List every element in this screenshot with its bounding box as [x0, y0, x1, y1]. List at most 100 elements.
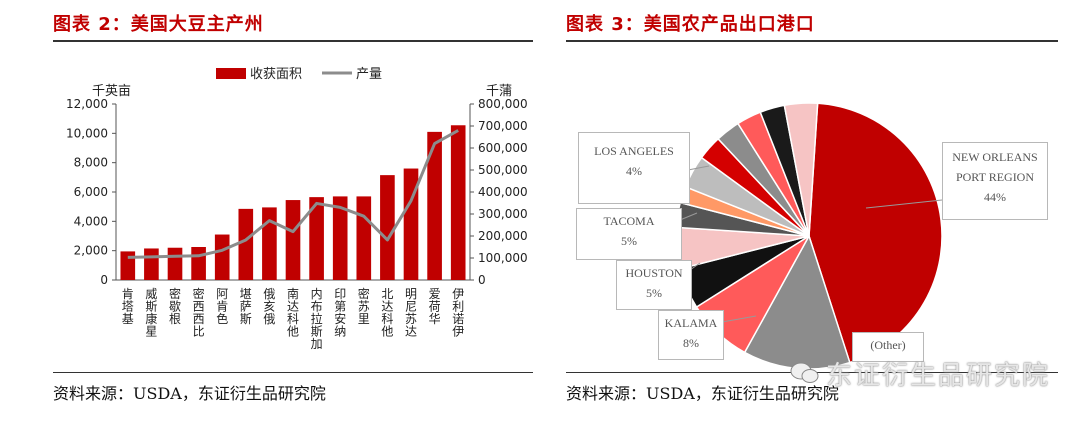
bar-harvested-area — [380, 175, 395, 280]
x-tick-label: 密西西比 — [193, 286, 205, 339]
bar-harvested-area — [332, 196, 348, 280]
x-tick-char: 塔 — [122, 300, 134, 314]
bar-harvested-area — [356, 196, 372, 280]
left-y-tick-label: 6,000 — [74, 185, 108, 199]
right-y-tick-label: 300,000 — [478, 207, 528, 221]
callout-los-angeles-value: 4% — [626, 164, 642, 178]
callout-other-label: (Other) — [870, 338, 906, 352]
x-tick-char: 华 — [429, 312, 441, 326]
callout-new-orleans-label2: PORT REGION — [955, 170, 1035, 184]
x-tick-char: 密 — [193, 286, 205, 301]
x-tick-label: 堪萨斯 — [240, 287, 252, 326]
x-tick-char: 斯 — [240, 312, 252, 326]
x-tick-char: 他 — [381, 325, 393, 339]
bar-harvested-area — [285, 200, 301, 280]
x-tick-char: 苏 — [405, 312, 417, 326]
bar-harvested-area — [214, 234, 230, 280]
x-tick-char: 萨 — [240, 300, 252, 314]
x-tick-label: 印第安纳 — [334, 287, 346, 339]
x-tick-label: 明尼苏达 — [405, 287, 417, 339]
callout-new-orleans: NEW ORLEANS PORT REGION 44% — [942, 142, 1048, 220]
left-y-tick-label: 2,000 — [74, 244, 108, 258]
pie-slice — [783, 102, 819, 237]
x-tick-char: 西 — [193, 312, 205, 326]
x-tick-char: 科 — [287, 312, 299, 326]
left-chart-title: 图表 2：美国大豆主产州 — [53, 14, 264, 35]
x-tick-char: 尼 — [405, 300, 417, 314]
right-y-tick-label: 500,000 — [478, 163, 528, 177]
x-tick-char: 荷 — [429, 300, 441, 314]
pie-chart — [675, 102, 943, 370]
x-tick-char: 俄 — [263, 287, 275, 301]
legend-swatch-area — [216, 68, 246, 79]
callout-tacoma: TACOMA 5% — [576, 208, 682, 260]
x-tick-char: 伊 — [452, 287, 464, 301]
callout-kalama-value: 8% — [683, 336, 699, 350]
x-tick-char: 利 — [452, 300, 464, 314]
x-tick-char: 明 — [405, 287, 417, 301]
x-tick-char: 北 — [381, 287, 393, 301]
x-tick-char: 密 — [169, 286, 181, 301]
pie-leader-line — [865, 199, 943, 209]
bar-chart-legend: 收获面积 产量 — [216, 67, 382, 82]
bar-harvested-area — [427, 131, 442, 280]
x-tick-label: 俄亥俄 — [263, 287, 275, 326]
legend-label-production: 产量 — [356, 67, 382, 82]
callout-new-orleans-label: NEW ORLEANS — [952, 150, 1038, 164]
callout-tacoma-label: TACOMA — [603, 214, 655, 228]
x-tick-char: 俄 — [263, 312, 275, 326]
x-tick-char: 爱 — [429, 287, 441, 301]
x-tick-char: 堪 — [240, 287, 252, 301]
callout-other: (Other) — [852, 332, 924, 362]
x-tick-label: 肯塔基 — [122, 287, 134, 326]
x-tick-char: 星 — [145, 325, 157, 339]
x-tick-char: 斯 — [145, 300, 157, 314]
x-tick-char: 里 — [358, 312, 370, 326]
x-tick-char: 南 — [287, 286, 299, 301]
bar-harvested-area — [120, 251, 136, 280]
right-y-tick-label: 700,000 — [478, 119, 528, 133]
right-chart-title: 图表 3：美国农产品出口港口 — [566, 14, 815, 35]
right-y-tick-label: 800,000 — [478, 97, 528, 111]
left-source: 资料来源：USDA，东证衍生品研究院 — [53, 384, 326, 403]
x-tick-label: 密苏里 — [358, 286, 370, 326]
callout-los-angeles-label: LOS ANGELES — [594, 144, 674, 158]
x-tick-label: 北达科他 — [381, 287, 393, 339]
right-axis-unit: 千蒲 — [486, 84, 512, 99]
left-source-rule — [53, 372, 533, 373]
callout-houston-label: HOUSTON — [625, 266, 683, 280]
left-y-tick-label: 12,000 — [66, 97, 108, 111]
bar-harvested-area — [167, 247, 183, 280]
x-tick-char: 诺 — [452, 312, 464, 326]
x-tick-char: 肯 — [216, 300, 228, 314]
x-tick-char: 歇 — [169, 300, 181, 314]
x-tick-char: 康 — [145, 311, 157, 326]
x-tick-char: 达 — [405, 325, 417, 339]
x-tick-label: 内布拉斯加 — [311, 287, 323, 351]
right-source: 资料来源：USDA，东证衍生品研究院 — [566, 384, 839, 403]
x-tick-char: 根 — [169, 312, 181, 326]
x-tick-char: 第 — [334, 300, 346, 314]
bar-harvested-area — [238, 208, 254, 280]
x-tick-label: 爱荷华 — [429, 287, 441, 326]
x-tick-char: 达 — [381, 300, 393, 314]
x-tick-char: 比 — [193, 325, 205, 339]
x-tick-label: 伊利诺伊 — [452, 287, 464, 339]
left-y-tick-label: 8,000 — [74, 156, 108, 170]
right-y-tick-label: 600,000 — [478, 141, 528, 155]
x-tick-char: 威 — [145, 287, 157, 301]
x-tick-char: 加 — [311, 337, 323, 351]
callout-kalama-label: KALAMA — [664, 316, 718, 330]
watermark-text: 东证衍生品研究院 — [826, 361, 1051, 391]
pie-leader-line — [721, 315, 757, 323]
callout-houston-value: 5% — [646, 286, 662, 300]
x-tick-char: 色 — [216, 312, 228, 326]
callout-new-orleans-value: 44% — [984, 190, 1006, 204]
x-tick-char: 科 — [381, 312, 393, 326]
left-y-tick-label: 0 — [100, 273, 108, 287]
x-tick-label: 密歇根 — [169, 286, 181, 326]
x-tick-char: 他 — [287, 325, 299, 339]
left-y-tick-label: 10,000 — [66, 126, 108, 140]
callout-los-angeles: LOS ANGELES 4% — [578, 132, 690, 204]
left-axis-unit: 千英亩 — [92, 83, 131, 99]
